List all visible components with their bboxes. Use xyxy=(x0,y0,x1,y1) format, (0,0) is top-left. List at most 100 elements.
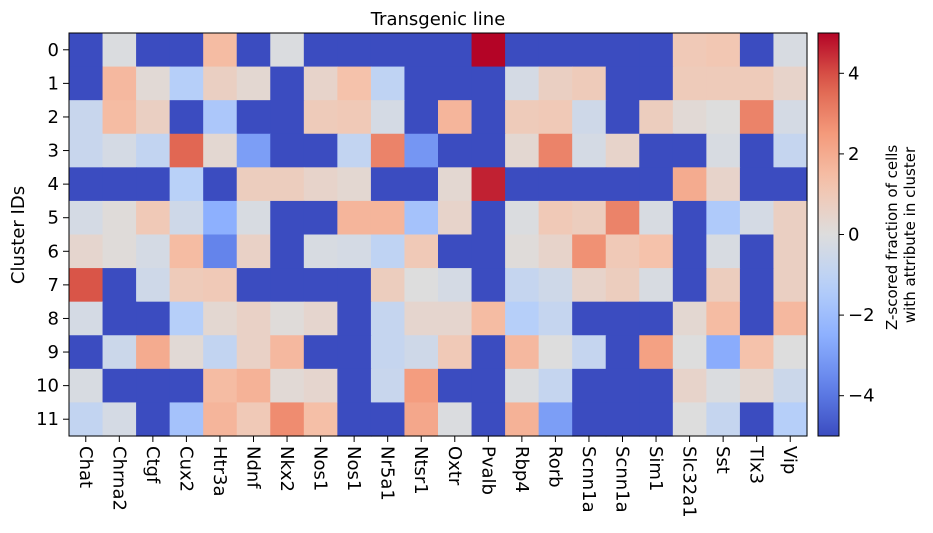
colorbar-tick-label: −4 xyxy=(848,386,875,407)
heatmap-cell xyxy=(572,200,607,236)
heatmap-cell xyxy=(739,66,775,101)
x-tick-label: Nr5a1 xyxy=(377,446,398,501)
heatmap-cell xyxy=(270,368,305,404)
heatmap-cell xyxy=(639,335,674,370)
heatmap-cell xyxy=(471,301,506,336)
heatmap-cell xyxy=(370,133,406,168)
heatmap-cell xyxy=(739,268,775,303)
heatmap-cell xyxy=(538,402,573,437)
heatmap-cell xyxy=(706,66,741,101)
heatmap-cell xyxy=(203,301,238,336)
heatmap-cell xyxy=(236,66,271,101)
heatmap-cell xyxy=(505,402,540,437)
heatmap-cell xyxy=(438,133,473,168)
heatmap-cell xyxy=(739,200,775,236)
heatmap-cell xyxy=(69,167,104,202)
heatmap-cell xyxy=(337,133,372,168)
x-tick-label: Vip xyxy=(779,446,800,474)
colorbar-ticks: −4 −2 0 2 4 xyxy=(817,32,875,437)
heatmap-cell xyxy=(236,33,271,68)
heatmap-cell xyxy=(739,33,775,68)
heatmap-cell xyxy=(404,66,439,101)
heatmap-cell xyxy=(303,234,338,269)
heatmap-cell xyxy=(505,100,540,135)
y-axis-label: Cluster IDs xyxy=(8,186,29,284)
heatmap-cell xyxy=(572,234,607,269)
heatmap-cell xyxy=(639,200,674,236)
heatmap-cell xyxy=(538,368,573,404)
heatmap-cell xyxy=(69,200,104,236)
heatmap-cell xyxy=(69,66,104,101)
heatmap-cell xyxy=(337,234,372,269)
heatmap-cell xyxy=(303,335,338,370)
y-tick-label: 5 xyxy=(48,208,59,229)
heatmap-cell xyxy=(404,402,439,437)
heatmap-cell xyxy=(203,100,238,135)
heatmap-cell xyxy=(672,133,707,168)
heatmap-cell xyxy=(337,301,372,336)
heatmap-cell xyxy=(370,268,406,303)
heatmap-cell xyxy=(706,234,741,269)
heatmap-cell xyxy=(639,301,674,336)
heatmap-cell xyxy=(706,301,741,336)
heatmap-cell xyxy=(773,200,808,236)
plot-frame xyxy=(68,32,808,437)
x-tick-label: Cux2 xyxy=(175,446,196,492)
x-tick-label: Sim1 xyxy=(645,446,666,491)
heatmap-cell xyxy=(337,167,372,202)
heatmap-cell xyxy=(739,368,775,404)
heatmap-cell xyxy=(203,33,238,68)
x-tick-label: Chrna2 xyxy=(108,446,129,511)
heatmap-cell xyxy=(773,268,808,303)
x-tick-label: Ntsr1 xyxy=(410,446,431,495)
heatmap-cell xyxy=(236,301,271,336)
heatmap-cell xyxy=(538,33,573,68)
heatmap-cell xyxy=(102,133,137,168)
x-tick-label: Ctgf xyxy=(142,446,163,484)
x-tick-label: Oxtr xyxy=(444,446,465,486)
heatmap-cell xyxy=(270,301,305,336)
heatmap-cell xyxy=(639,33,674,68)
heatmap-cell xyxy=(303,133,338,168)
heatmap-cell xyxy=(471,402,506,437)
heatmap-cells xyxy=(68,32,808,437)
heatmap-cell xyxy=(303,100,338,135)
heatmap-cell xyxy=(438,368,473,404)
heatmap-cell xyxy=(672,167,707,202)
heatmap-cell xyxy=(572,368,607,404)
heatmap-cell xyxy=(505,234,540,269)
heatmap-cell xyxy=(572,268,607,303)
heatmap-cell xyxy=(773,66,808,101)
heatmap-cell xyxy=(169,335,204,370)
heatmap-cell xyxy=(337,200,372,236)
heatmap-cell xyxy=(136,133,171,168)
colorbar-label: Z-scored fraction of cells with attribut… xyxy=(883,140,919,330)
heatmap-cell xyxy=(739,402,775,437)
heatmap-cell xyxy=(270,133,305,168)
heatmap-cell xyxy=(136,167,171,202)
heatmap-cell xyxy=(270,66,305,101)
heatmap-cell xyxy=(236,368,271,404)
heatmap-cell xyxy=(370,234,406,269)
heatmap-cell xyxy=(505,301,540,336)
heatmap-cell xyxy=(538,100,573,135)
heatmap-cell xyxy=(773,301,808,336)
y-tick-label: 6 xyxy=(48,241,59,262)
heatmap-cell xyxy=(672,335,707,370)
heatmap-cell xyxy=(639,100,674,135)
heatmap-cell xyxy=(169,368,204,404)
heatmap-cell xyxy=(303,301,338,336)
heatmap-cell xyxy=(438,200,473,236)
x-tick-label: Htr3a xyxy=(209,446,230,496)
heatmap-cell xyxy=(773,133,808,168)
heatmap-cell xyxy=(538,335,573,370)
heatmap-cell xyxy=(471,33,506,68)
heatmap-cell xyxy=(370,335,406,370)
x-tick-label: Sst xyxy=(712,446,733,474)
heatmap-cell xyxy=(102,100,137,135)
heatmap-cell xyxy=(69,100,104,135)
heatmap-cell xyxy=(203,402,238,437)
heatmap-cell xyxy=(739,301,775,336)
heatmap-cell xyxy=(169,66,204,101)
heatmap-cell xyxy=(505,33,540,68)
